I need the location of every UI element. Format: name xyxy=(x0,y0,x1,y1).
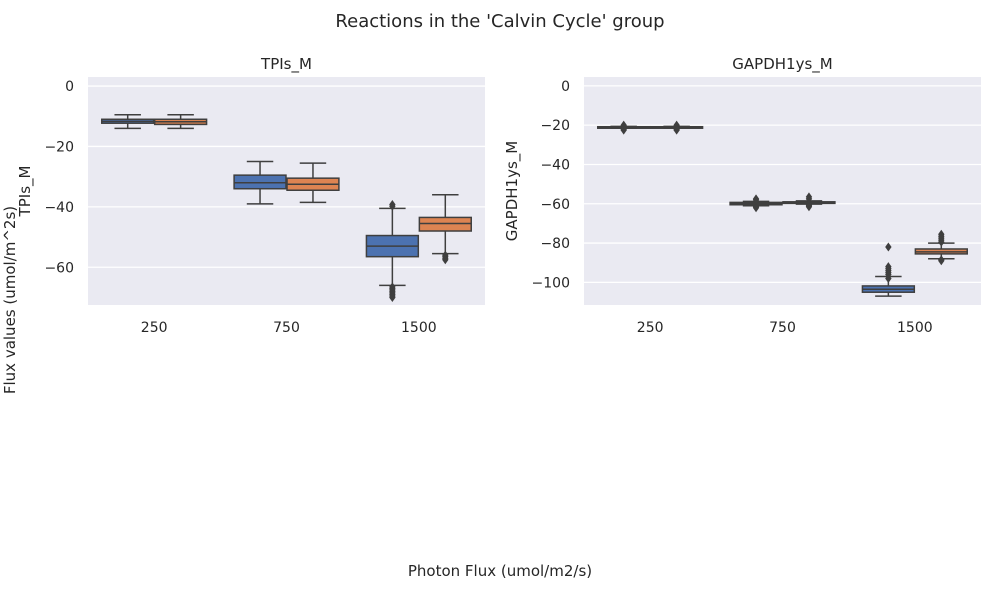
x-tick-label: 250 xyxy=(141,320,168,336)
outlier-point xyxy=(938,256,945,266)
plot-area xyxy=(88,77,485,305)
y-tick-label: −40 xyxy=(540,157,570,173)
y-tick-label: −20 xyxy=(540,118,570,134)
y-tick-label: −20 xyxy=(44,139,74,155)
x-tick-label: 1500 xyxy=(401,320,437,336)
outlier-point xyxy=(389,292,396,302)
outlier-point xyxy=(389,201,396,211)
figure-ylabel: Flux values (umol/m^2s) xyxy=(1,206,19,394)
outlier-point xyxy=(805,202,813,212)
x-tick-label: 1500 xyxy=(897,320,933,336)
outlier-point xyxy=(885,242,892,252)
outlier-point xyxy=(673,125,680,135)
box-250-series-2 xyxy=(649,120,704,135)
box-iqr xyxy=(233,174,287,190)
box-250-series-2 xyxy=(153,113,208,130)
tick-labels: 0 −20 −40 −60 −80 −100 250 750 1500 xyxy=(532,79,933,336)
box-1500-series-1 xyxy=(861,242,916,297)
outlier-point xyxy=(805,194,813,204)
y-tick-label: −40 xyxy=(44,200,74,216)
outlier-point xyxy=(752,203,760,213)
subplot-title: TPIs_M xyxy=(260,55,312,74)
outlier-point xyxy=(442,255,449,265)
box-750-series-1 xyxy=(233,160,287,205)
outlier-point xyxy=(752,195,760,205)
box-1500-series-2 xyxy=(914,229,968,266)
outlier-point xyxy=(885,273,892,283)
figure-xlabel: Photon Flux (umol/m2/s) xyxy=(408,562,592,580)
outlier-point xyxy=(620,125,627,135)
y-tick-label: −100 xyxy=(532,275,570,291)
box-iqr xyxy=(418,216,472,232)
y-tick-label: −60 xyxy=(44,260,74,276)
y-tick-label: 0 xyxy=(561,79,570,95)
gridlines xyxy=(584,85,981,284)
box-250-series-1 xyxy=(597,120,651,135)
box-250-series-1 xyxy=(101,113,155,130)
outlier-point xyxy=(938,237,945,247)
tick-labels: 0 −20 −40 −60 250 750 1500 xyxy=(44,79,436,336)
box-750-series-2 xyxy=(286,162,340,204)
box-plots xyxy=(597,120,968,297)
y-tick-label: −60 xyxy=(540,197,570,213)
figure-title: Reactions in the 'Calvin Cycle' group xyxy=(335,11,664,32)
box-1500-series-2 xyxy=(418,194,472,265)
box-1500-series-1 xyxy=(365,199,420,302)
x-tick-label: 750 xyxy=(273,320,300,336)
subplot-tpis-m: 0 −20 −40 −60 250 750 1500 TPIs_M TPIs_M xyxy=(16,55,485,336)
box-plots xyxy=(101,113,472,302)
x-tick-label: 750 xyxy=(769,320,796,336)
subplot-title: GAPDH1ys_M xyxy=(732,55,832,74)
y-tick-label: −80 xyxy=(540,236,570,252)
subplot-ylabel: GAPDH1ys_M xyxy=(503,141,522,241)
y-tick-label: 0 xyxy=(65,79,74,95)
subplot-ylabel: TPIs_M xyxy=(16,166,35,218)
plot-area xyxy=(584,77,981,305)
subplot-gapdh1ys-m: 0 −20 −40 −60 −80 −100 250 750 1500 GAPDH1ys_M G… xyxy=(503,55,981,336)
box-750-series-2 xyxy=(782,192,836,212)
box-750-series-1 xyxy=(729,194,783,213)
gridlines xyxy=(88,85,485,268)
x-tick-label: 250 xyxy=(637,320,664,336)
